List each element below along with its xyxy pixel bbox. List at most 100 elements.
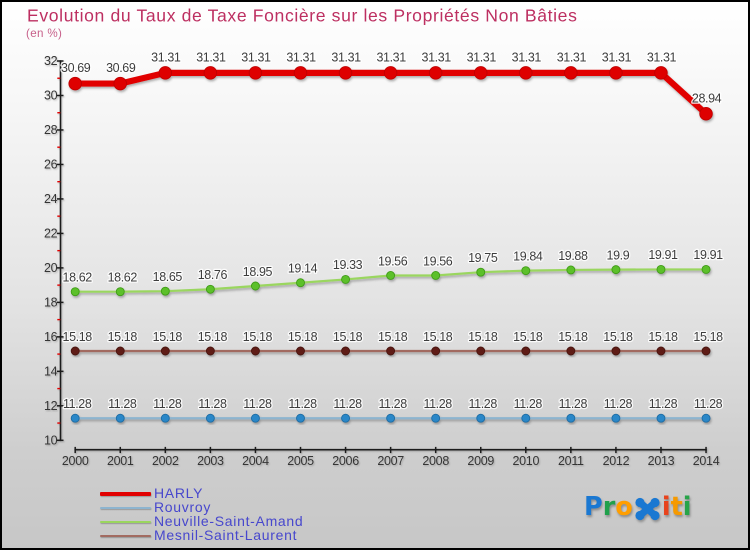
- svg-text:28: 28: [44, 123, 58, 137]
- svg-text:2008: 2008: [422, 454, 449, 468]
- legend-item-harly: HARLY: [100, 485, 303, 502]
- svg-text:26: 26: [44, 158, 58, 172]
- svg-text:30.69: 30.69: [106, 61, 136, 75]
- svg-text:15.18: 15.18: [63, 330, 93, 344]
- series-mesnil-saint-laurent: [70, 346, 711, 356]
- svg-text:2005: 2005: [287, 454, 314, 468]
- legend-label-neuville-saint-amand: Neuville-Saint-Amand: [154, 513, 304, 530]
- svg-text:15.18: 15.18: [108, 330, 138, 344]
- svg-text:31.31: 31.31: [422, 50, 452, 64]
- svg-text:31.31: 31.31: [647, 50, 677, 64]
- svg-text:30: 30: [44, 89, 58, 103]
- legend-swatch-mesnil-saint-laurent: [100, 534, 151, 537]
- legend-item-mesnil-saint-laurent: Mesnil-Saint-Laurent: [100, 527, 303, 544]
- legend-swatch-rouvroy: [100, 506, 151, 509]
- svg-text:19.84: 19.84: [513, 249, 543, 263]
- svg-text:16: 16: [44, 330, 58, 344]
- svg-text:15.18: 15.18: [288, 330, 318, 344]
- svg-text:31.31: 31.31: [151, 50, 181, 64]
- svg-text:19.14: 19.14: [288, 262, 318, 276]
- svg-text:19.56: 19.56: [378, 254, 408, 268]
- series-neuville-saint-amand: [70, 264, 711, 297]
- svg-text:15.18: 15.18: [558, 330, 588, 344]
- svg-text:2002: 2002: [152, 454, 179, 468]
- svg-text:20: 20: [44, 261, 58, 275]
- svg-text:11.28: 11.28: [243, 397, 272, 411]
- logo-letter-4: i: [661, 492, 671, 522]
- svg-text:19.91: 19.91: [693, 248, 723, 262]
- legend-swatch-neuville-saint-amand: [100, 520, 151, 523]
- svg-text:19.33: 19.33: [333, 258, 363, 272]
- svg-text:2001: 2001: [107, 454, 134, 468]
- svg-text:15.18: 15.18: [693, 330, 723, 344]
- legend-swatch-harly: [100, 491, 151, 497]
- svg-text:31.31: 31.31: [196, 50, 226, 64]
- svg-text:2003: 2003: [197, 454, 224, 468]
- svg-text:2014: 2014: [693, 454, 720, 468]
- svg-text:2009: 2009: [467, 454, 494, 468]
- svg-text:11.28: 11.28: [469, 397, 498, 411]
- svg-text:15.18: 15.18: [153, 330, 183, 344]
- svg-text:11.28: 11.28: [694, 397, 723, 411]
- svg-text:19.88: 19.88: [558, 249, 588, 263]
- svg-text:19.9: 19.9: [607, 248, 630, 262]
- svg-text:18.62: 18.62: [108, 270, 138, 284]
- logo-letter-5: t: [670, 492, 683, 522]
- svg-text:15.18: 15.18: [333, 330, 363, 344]
- svg-text:2006: 2006: [332, 454, 359, 468]
- series-harly: [68, 66, 713, 121]
- svg-text:11.28: 11.28: [108, 397, 137, 411]
- logo-letter-1: r: [602, 492, 616, 522]
- svg-text:11.28: 11.28: [198, 397, 227, 411]
- svg-text:19.91: 19.91: [648, 248, 678, 262]
- svg-text:22: 22: [44, 227, 58, 241]
- svg-text:28.94: 28.94: [692, 91, 722, 105]
- svg-text:30.69: 30.69: [61, 61, 91, 75]
- svg-text:2011: 2011: [558, 454, 584, 468]
- series-lines: [68, 66, 713, 423]
- svg-text:31.31: 31.31: [512, 50, 542, 64]
- logo-letter-6: i: [682, 492, 692, 522]
- svg-text:11.28: 11.28: [333, 397, 362, 411]
- svg-text:2012: 2012: [603, 454, 630, 468]
- svg-text:15.18: 15.18: [648, 330, 678, 344]
- svg-text:2000: 2000: [62, 454, 89, 468]
- svg-text:11.28: 11.28: [63, 397, 92, 411]
- legend-item-neuville-saint-amand: Neuville-Saint-Amand: [100, 513, 304, 530]
- svg-text:31.31: 31.31: [286, 50, 316, 64]
- svg-text:10: 10: [44, 434, 58, 448]
- svg-text:2010: 2010: [512, 454, 539, 468]
- svg-text:15.18: 15.18: [378, 330, 408, 344]
- svg-text:12: 12: [44, 399, 58, 413]
- svg-text:18: 18: [44, 296, 58, 310]
- logo-letter-0: P: [584, 492, 603, 522]
- axes: 10 12 14 16 18 20 22 24 26 28 30 32 2000 2001 2002 2003…: [44, 54, 720, 468]
- svg-text:2007: 2007: [377, 454, 404, 468]
- svg-text:19.75: 19.75: [468, 251, 498, 265]
- svg-text:18.62: 18.62: [63, 270, 93, 284]
- svg-text:15.18: 15.18: [513, 330, 543, 344]
- svg-text:11.28: 11.28: [559, 397, 588, 411]
- svg-text:2013: 2013: [648, 454, 675, 468]
- svg-text:31.31: 31.31: [376, 50, 406, 64]
- chart-subtitle: (en %): [26, 27, 62, 40]
- logo-letter-2: o: [615, 492, 633, 522]
- legend-item-rouvroy: Rouvroy: [100, 500, 303, 515]
- svg-text:11.28: 11.28: [378, 397, 407, 411]
- chart-title: Evolution du Taux de Taxe Foncière sur l…: [27, 6, 578, 26]
- svg-text:31.31: 31.31: [331, 50, 361, 64]
- svg-text:19.56: 19.56: [423, 254, 453, 268]
- svg-text:32: 32: [44, 54, 58, 68]
- svg-text:11.28: 11.28: [604, 397, 633, 411]
- legend-label-harly: HARLY: [154, 485, 204, 502]
- svg-text:31.31: 31.31: [557, 50, 587, 64]
- svg-text:15.18: 15.18: [468, 330, 498, 344]
- point-value-labels: 30.69 30.69 31.31 31.31 31.31 31.31 31.31 31.31…: [60, 49, 725, 412]
- legend-label-mesnil-saint-laurent: Mesnil-Saint-Laurent: [154, 527, 298, 544]
- svg-text:31.31: 31.31: [467, 50, 497, 64]
- svg-text:11.28: 11.28: [288, 397, 317, 411]
